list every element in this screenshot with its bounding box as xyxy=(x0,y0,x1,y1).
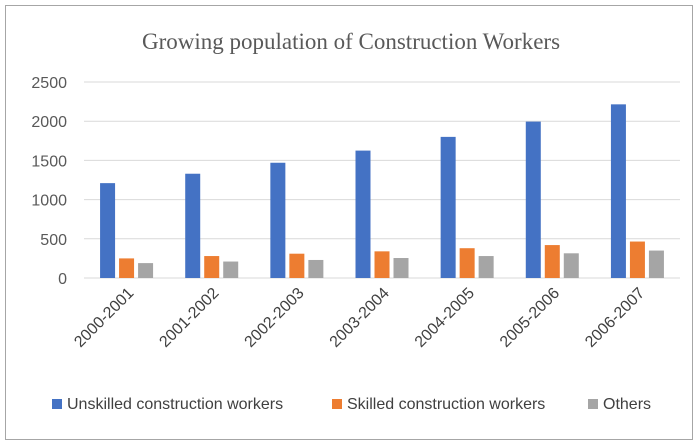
bar xyxy=(138,263,154,278)
y-tick-label: 0 xyxy=(58,271,67,288)
legend-swatch xyxy=(588,399,598,409)
bar xyxy=(478,256,494,278)
bar xyxy=(185,173,201,278)
x-tick-label: 2006-2007 xyxy=(582,285,648,351)
x-axis-ticks: 2000-2001 2001-2002 2002-2003 2003-2004 2004… xyxy=(71,285,648,351)
bar xyxy=(459,248,475,278)
y-tick-label: 1500 xyxy=(31,153,67,170)
chart-title: Growing population of Construction Worke… xyxy=(142,29,560,54)
legend-label: Unskilled construction workers xyxy=(67,396,283,413)
legend-swatch xyxy=(332,399,342,409)
bar xyxy=(440,136,456,278)
bar xyxy=(374,251,390,278)
bar xyxy=(289,253,305,278)
legend-label: Others xyxy=(603,396,651,413)
bars xyxy=(100,104,664,279)
x-tick-label: 2002-2003 xyxy=(242,285,308,351)
bar xyxy=(629,241,645,278)
legend: Unskilled construction workers Skilled co… xyxy=(52,396,651,413)
bar xyxy=(119,258,135,278)
chart-frame xyxy=(5,5,693,440)
bar xyxy=(610,104,626,279)
bar xyxy=(100,183,116,278)
x-tick-label: 2003-2004 xyxy=(327,285,393,351)
x-tick-label: 2005-2006 xyxy=(497,285,563,351)
x-tick-label: 2004-2005 xyxy=(412,285,478,351)
bar xyxy=(393,258,409,278)
bar xyxy=(204,256,220,278)
bar xyxy=(525,121,541,278)
bar xyxy=(648,250,664,278)
bar xyxy=(270,162,286,278)
x-tick-label: 2001-2002 xyxy=(156,285,222,351)
gridlines xyxy=(84,81,680,279)
legend-swatch xyxy=(52,399,62,409)
bar xyxy=(563,253,579,278)
y-tick-label: 2000 xyxy=(31,114,67,131)
y-axis-ticks: 0 500 1000 1500 2000 2500 xyxy=(31,75,67,288)
bar xyxy=(308,259,324,278)
legend-label: Skilled construction workers xyxy=(347,396,545,413)
bar xyxy=(223,261,239,278)
y-tick-label: 500 xyxy=(40,232,67,249)
bar xyxy=(544,245,560,278)
x-tick-label: 2000-2001 xyxy=(71,285,137,351)
y-tick-label: 2500 xyxy=(31,75,67,92)
bar xyxy=(355,150,371,278)
y-tick-label: 1000 xyxy=(31,193,67,210)
